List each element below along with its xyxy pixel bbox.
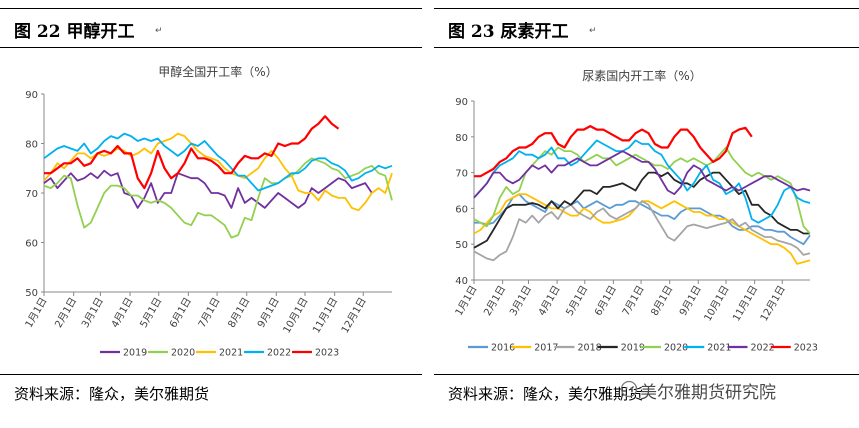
- x-tick-label: 9月1日: [677, 284, 704, 318]
- legend-label: 2019: [621, 343, 645, 354]
- source-note: 资料来源：隆众，美尔雅期货: [448, 385, 644, 403]
- series-line-2023: [44, 115, 340, 190]
- series-line-2021: [473, 139, 811, 224]
- title-rule: [0, 47, 422, 48]
- legend-label: 2021: [707, 343, 731, 354]
- series-line-2020: [43, 157, 393, 239]
- x-tick-label: 7月1日: [196, 296, 223, 330]
- figure-title: 图 22 甲醇开工: [14, 22, 135, 42]
- top-rule: [434, 8, 859, 9]
- x-tick-label: 6月1日: [167, 296, 194, 330]
- y-tick-label: 70: [455, 169, 468, 180]
- x-tick-label: 2月1日: [52, 296, 79, 330]
- watermark-text: 美尔雅期货研究院: [640, 383, 776, 403]
- x-tick-label: 1月1日: [453, 284, 480, 318]
- x-tick-label: 3月1日: [507, 284, 534, 318]
- x-tick-label: 9月1日: [255, 296, 282, 330]
- series-line-2023: [474, 125, 753, 178]
- x-tick-label: 7月1日: [620, 284, 647, 318]
- x-tick-label: 8月1日: [649, 284, 676, 318]
- y-tick-label: 40: [455, 276, 468, 287]
- legend-label: 2023: [315, 348, 339, 359]
- x-tick-label: 11月1日: [310, 296, 340, 336]
- x-tick-label: 2月1日: [481, 284, 508, 318]
- right-figure-panel: 图 23 尿素开工 ↵ 尿素国内开工率（%） 40 50 60 70 80 90 1月1日 2月…: [434, 0, 859, 428]
- x-tick-label: 10月1日: [281, 296, 311, 336]
- series-line-2022: [473, 150, 811, 199]
- x-tick-label: 12月1日: [758, 284, 788, 324]
- y-tick-label: 70: [25, 189, 38, 200]
- urea-chart: 尿素国内开工率（%） 40 50 60 70 80 90 1月1日 2月1日 3月1日 4月1日 5月…: [453, 68, 818, 354]
- x-tick-label: 5月1日: [138, 296, 165, 330]
- y-tick-label: 90: [455, 97, 468, 108]
- legend-label: 2023: [794, 343, 818, 354]
- legend-label: 2021: [219, 348, 243, 359]
- x-tick-label: 3月1日: [79, 296, 106, 330]
- legend-label: 2022: [267, 348, 291, 359]
- x-tick-label: 10月1日: [702, 284, 732, 324]
- y-tick-label: 80: [25, 140, 38, 151]
- legend-label: 2016: [491, 343, 515, 354]
- x-tick-label: 5月1日: [564, 284, 591, 318]
- y-tick-label: 60: [455, 204, 468, 215]
- x-tick-label: 12月1日: [339, 296, 369, 336]
- return-mark: ↵: [589, 26, 597, 36]
- x-tick-label: 4月1日: [536, 284, 563, 318]
- legend-label: 2019: [123, 348, 147, 359]
- chart-title: 尿素国内开工率（%）: [582, 68, 701, 83]
- series-line-2020: [473, 146, 811, 235]
- chart-title: 甲醇全国开工率（%）: [158, 64, 277, 79]
- legend-label: 2018: [578, 343, 602, 354]
- x-tick-label: 6月1日: [592, 284, 619, 318]
- title-rule: [434, 47, 859, 48]
- y-tick-label: 80: [455, 133, 468, 144]
- y-tick-label: 90: [25, 90, 38, 101]
- legend-label: 2020: [664, 343, 688, 354]
- left-figure-panel: 图 22 甲醇开工 ↵ 甲醇全国开工率（%） 50 60 70 80 90 1月1日 2月1日…: [0, 0, 422, 428]
- wechat-icon: [620, 380, 638, 398]
- legend-label: 2022: [751, 343, 775, 354]
- x-tick-label: 11月1日: [730, 284, 760, 324]
- y-tick-label: 60: [25, 239, 38, 250]
- return-mark: ↵: [155, 26, 163, 36]
- series-line-2019: [473, 171, 810, 249]
- y-tick-label: 50: [25, 288, 38, 299]
- x-tick-label: 8月1日: [226, 296, 253, 330]
- y-tick-label: 50: [455, 240, 468, 251]
- series-line-2019: [43, 169, 373, 209]
- source-rule: [434, 374, 859, 375]
- series-line-2022: [43, 132, 393, 192]
- top-rule: [0, 8, 422, 9]
- series-line-2018: [473, 200, 811, 262]
- legend-label: 2020: [171, 348, 195, 359]
- x-tick-label: 1月1日: [23, 296, 50, 330]
- figure-title: 图 23 尿素开工: [448, 22, 569, 42]
- x-tick-label: 4月1日: [109, 296, 136, 330]
- source-note: 资料来源：隆众，美尔雅期货: [14, 385, 210, 403]
- legend-label: 2017: [534, 343, 558, 354]
- series-line-2021: [43, 132, 393, 212]
- methanol-chart: 甲醇全国开工率（%） 50 60 70 80 90 1月1日 2月1日 3月1日 4月1日 5月1日…: [23, 64, 393, 359]
- source-rule: [0, 374, 422, 375]
